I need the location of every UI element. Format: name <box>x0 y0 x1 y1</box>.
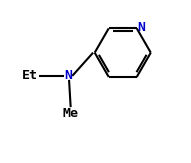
Text: Et: Et <box>22 69 38 82</box>
Text: N: N <box>64 69 72 82</box>
Text: Me: Me <box>63 107 79 120</box>
Text: N: N <box>138 21 146 34</box>
